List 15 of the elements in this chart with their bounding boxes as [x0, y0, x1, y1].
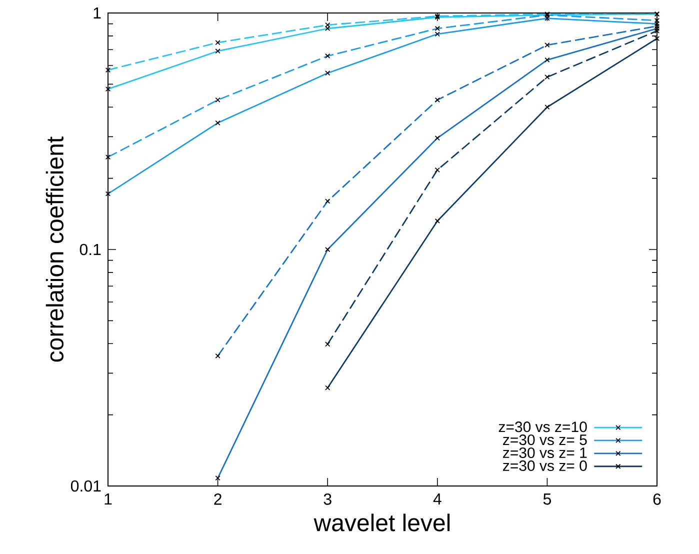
x-tick-label: 2: [214, 494, 222, 505]
legend-label: z=30 vs z= 0: [502, 460, 587, 472]
y-tick-label: 0.01: [70, 480, 101, 492]
x-tick-label: 3: [324, 494, 332, 505]
x-tick-label: 5: [543, 494, 551, 505]
y-axis-title: correlation coefficient: [46, 136, 64, 362]
x-tick-label: 1: [104, 494, 112, 505]
x-axis-title: wavelet level: [314, 514, 450, 532]
legend-label: z=30 vs z=10: [498, 422, 587, 432]
y-tick-label: 0.1: [80, 244, 101, 256]
y-tick-label: 1: [94, 7, 101, 19]
x-tick-label: 4: [433, 494, 442, 505]
legend-label: z=30 vs z= 1: [502, 447, 587, 458]
legend-label: z=30 vs z= 5: [502, 434, 587, 446]
x-tick-label: 6: [653, 494, 661, 505]
